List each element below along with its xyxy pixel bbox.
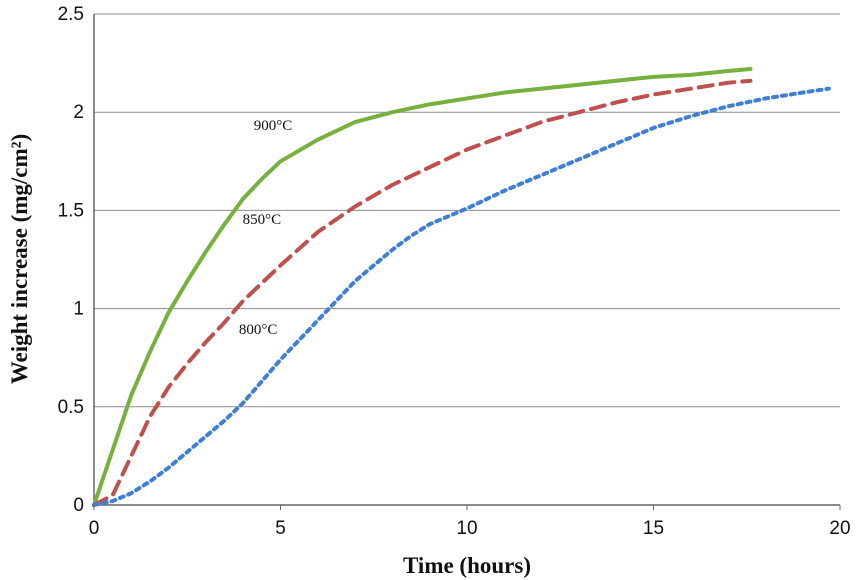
annotation-800c: 800°C xyxy=(239,322,278,338)
x-tick-label: 20 xyxy=(829,518,850,539)
annotation-900c: 900°C xyxy=(254,118,293,134)
y-axis-title: Weight increase (mg/cm²) xyxy=(7,134,32,384)
y-tick-label: 2.5 xyxy=(58,4,84,25)
series-lines xyxy=(92,66,831,507)
series-line-800c xyxy=(92,86,831,507)
axis-tick-labels: 0 0.5 1 1.5 2 2.5 0 5 10 15 20 xyxy=(58,4,851,539)
series-line-850c xyxy=(92,78,753,507)
x-axis-title: Time (hours) xyxy=(403,553,531,578)
y-tick-label: 0.5 xyxy=(58,397,84,418)
x-tick-label: 15 xyxy=(643,518,664,539)
y-tick-label: 1 xyxy=(73,299,84,320)
plot-axes xyxy=(93,14,840,506)
series-line-900c xyxy=(92,66,753,507)
series-annotations: 900°C 850°C 800°C xyxy=(239,118,292,338)
y-tick-label: 0 xyxy=(73,495,84,516)
x-tick-label: 5 xyxy=(275,518,286,539)
annotation-850c: 850°C xyxy=(243,212,282,228)
horizontal-grid-lines xyxy=(94,13,840,408)
y-tick-label: 1.5 xyxy=(58,200,84,221)
y-tick-label: 2 xyxy=(73,102,84,123)
x-tick-label: 10 xyxy=(456,518,477,539)
x-tick-label: 0 xyxy=(89,518,100,539)
